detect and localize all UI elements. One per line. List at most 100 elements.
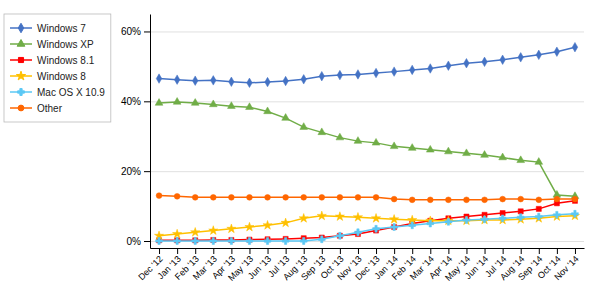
series-marker	[554, 196, 560, 202]
series-marker	[481, 216, 488, 223]
series-marker	[373, 225, 380, 232]
series	[155, 98, 579, 199]
series-marker	[444, 216, 453, 225]
series-line	[159, 196, 575, 200]
series-marker	[247, 78, 252, 87]
x-tick-mark	[231, 248, 232, 254]
y-tick-label: 40%	[121, 96, 141, 107]
series-marker	[553, 211, 560, 218]
series-marker	[318, 128, 326, 135]
series-marker	[192, 194, 198, 200]
series-marker	[446, 61, 451, 70]
series	[156, 193, 578, 203]
series-marker	[500, 196, 506, 202]
series-marker	[373, 194, 379, 200]
series-marker	[191, 99, 199, 106]
legend-marker	[16, 71, 25, 80]
series-marker	[228, 238, 235, 245]
series-marker	[408, 144, 416, 151]
series-marker	[264, 107, 272, 114]
series-marker	[392, 224, 397, 229]
series-marker	[516, 215, 525, 224]
series-marker	[518, 196, 524, 202]
legend-item: Windows 8.1	[10, 55, 95, 66]
series-marker	[371, 214, 380, 223]
series-marker	[337, 70, 342, 79]
legend-item: Windows XP	[10, 39, 94, 50]
series-marker	[209, 226, 218, 235]
x-tick-mark	[177, 248, 178, 254]
series-marker	[319, 194, 325, 200]
legend-label: Windows XP	[37, 39, 94, 50]
x-axis-line	[151, 248, 585, 249]
y-tick-mark	[144, 31, 150, 32]
x-axis: Dec '12Jan '13Feb '13Mar '13Apr '13May '…	[136, 248, 584, 283]
series-marker	[336, 232, 343, 239]
legend-label: Other	[37, 103, 63, 114]
series-marker	[337, 233, 342, 238]
y-tick: 20%	[121, 166, 150, 177]
series-marker	[156, 193, 162, 199]
legend-marker	[18, 89, 25, 96]
series-marker	[210, 194, 216, 200]
x-tick-mark	[394, 248, 395, 254]
series-marker	[299, 214, 308, 223]
series-marker	[499, 153, 507, 160]
series-marker	[210, 238, 217, 245]
series-marker	[391, 67, 396, 76]
series-marker	[390, 142, 398, 149]
series-marker	[536, 50, 541, 59]
legend-item: Windows 8	[10, 71, 86, 82]
series-marker	[480, 215, 489, 224]
series-marker	[517, 214, 524, 221]
legend-label: Mac OS X 10.9	[37, 87, 105, 98]
series-marker	[337, 194, 343, 200]
series-marker	[281, 218, 290, 227]
legend-marker	[18, 57, 23, 62]
series-marker	[518, 53, 523, 62]
series-marker	[391, 224, 398, 231]
series-marker	[517, 156, 525, 163]
series-marker	[426, 145, 434, 152]
legend: Windows 7Windows XPWindows 8.1Windows 8M…	[4, 14, 111, 122]
series	[156, 42, 577, 87]
grid-tick	[150, 31, 584, 32]
y-tick-label: 60%	[121, 26, 141, 37]
series-marker	[263, 220, 272, 229]
series-marker	[192, 76, 197, 85]
series-marker	[318, 236, 325, 243]
series-marker	[445, 197, 451, 203]
series-marker	[227, 224, 236, 233]
y-tick: 60%	[121, 26, 150, 37]
grid-line	[150, 171, 584, 172]
series-marker	[174, 75, 179, 84]
x-tick-mark	[213, 248, 214, 254]
series-marker	[246, 238, 253, 245]
series-marker	[282, 114, 290, 121]
y-tick-mark	[144, 171, 150, 172]
series-marker	[336, 133, 344, 140]
legend-label: Windows 8	[37, 71, 86, 82]
grid-tick	[150, 101, 584, 102]
series-line	[159, 216, 575, 236]
y-axis-line	[150, 15, 151, 249]
series-marker	[482, 57, 487, 66]
series-marker	[535, 158, 543, 165]
grid-line	[150, 101, 584, 102]
y-axis: 0%20%40%60%	[121, 15, 151, 249]
series-marker	[373, 68, 378, 77]
series-marker	[481, 151, 489, 158]
series-marker	[264, 238, 271, 245]
series-marker	[191, 227, 200, 236]
x-tick: Nov '14	[552, 248, 580, 282]
series-marker	[283, 76, 288, 85]
series-marker	[482, 197, 488, 203]
series-marker	[534, 214, 543, 223]
series-marker	[391, 196, 397, 202]
series-marker	[300, 123, 308, 130]
x-tick-mark	[195, 248, 196, 254]
series-line	[159, 102, 575, 196]
x-tick-mark	[358, 248, 359, 254]
legend-label: Windows 8.1	[37, 55, 95, 66]
legend-marker	[17, 40, 25, 47]
